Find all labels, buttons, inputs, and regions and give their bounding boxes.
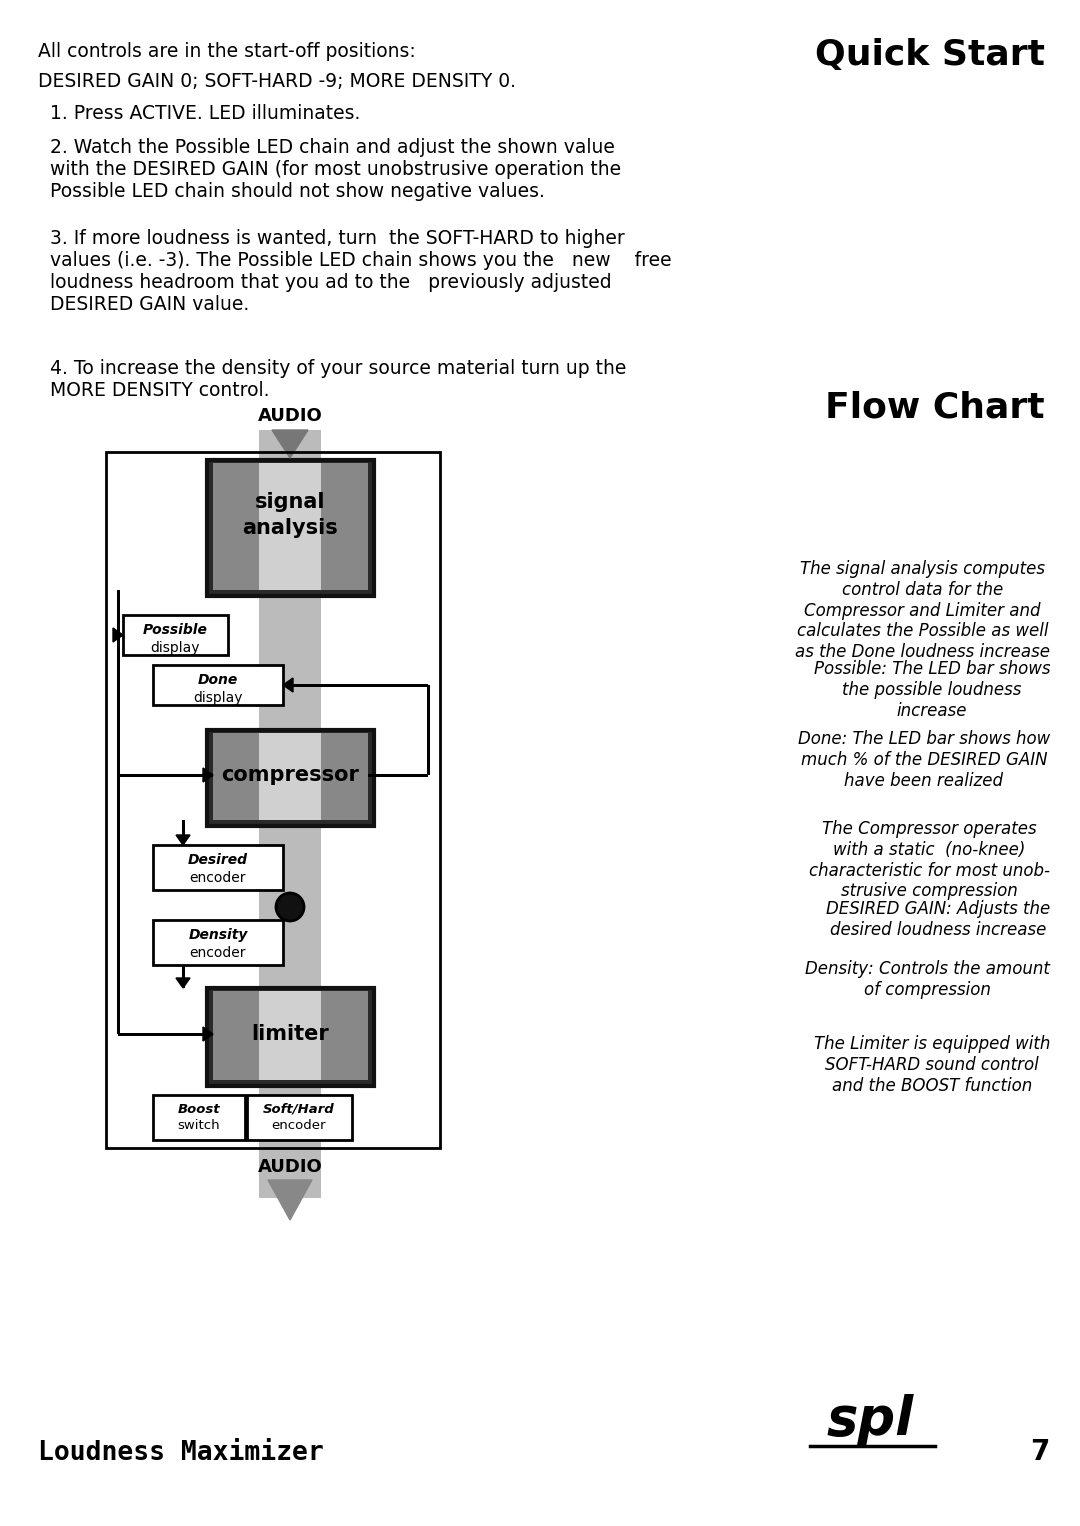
Bar <box>259 990 321 1080</box>
Polygon shape <box>283 678 293 691</box>
Text: Density: Controls the amount
of compression: Density: Controls the amount of compress… <box>805 960 1050 1000</box>
Text: AUDIO: AUDIO <box>258 1158 322 1177</box>
Bar <box>213 732 368 819</box>
Bar <box>153 845 283 890</box>
Bar <box>207 459 374 597</box>
Text: Desired: Desired <box>188 853 248 867</box>
Bar <box>153 920 283 964</box>
Text: encoder: encoder <box>190 871 246 885</box>
Text: limiter: limiter <box>252 1024 329 1044</box>
Circle shape <box>276 893 303 922</box>
Bar <box>118 774 213 777</box>
Polygon shape <box>176 835 190 845</box>
Bar <box>283 684 428 687</box>
Polygon shape <box>268 1180 312 1219</box>
Text: display: display <box>193 691 243 705</box>
Bar <box>207 987 374 1087</box>
Text: 1. Press ACTIVE. LED illuminates.: 1. Press ACTIVE. LED illuminates. <box>50 104 361 124</box>
Text: The Compressor operates
with a static  (no-knee)
characteristic for most unob-
s: The Compressor operates with a static (n… <box>809 819 1050 900</box>
Text: All controls are in the start-off positions:: All controls are in the start-off positi… <box>38 43 416 61</box>
Text: encoder: encoder <box>272 1119 326 1132</box>
Text: AUDIO: AUDIO <box>258 407 322 426</box>
Polygon shape <box>203 1027 213 1041</box>
Text: DESIRED GAIN 0; SOFT-HARD -9; MORE DENSITY 0.: DESIRED GAIN 0; SOFT-HARD -9; MORE DENSI… <box>38 72 516 92</box>
Text: 3. If more loudness is wanted, turn  the SOFT-HARD to higher
values (i.e. -3). T: 3. If more loudness is wanted, turn the … <box>50 229 672 314</box>
Text: Soft/Hard: Soft/Hard <box>264 1103 335 1116</box>
Text: Done: The LED bar shows how
much % of the DESIRED GAIN
have been realized: Done: The LED bar shows how much % of th… <box>798 729 1050 789</box>
Text: Possible: The LED bar shows
the possible loudness
increase: Possible: The LED bar shows the possible… <box>813 661 1050 720</box>
Text: display: display <box>150 641 200 655</box>
Text: signal
analysis: signal analysis <box>242 491 338 539</box>
Bar <box>259 732 321 819</box>
Bar <box>213 990 368 1080</box>
Bar <box>259 462 321 591</box>
Bar <box>207 729 374 826</box>
Text: 7: 7 <box>1030 1437 1050 1466</box>
Text: Quick Start: Quick Start <box>815 38 1045 72</box>
Text: switch: switch <box>178 1119 220 1132</box>
Bar <box>153 665 283 705</box>
Bar <box>118 1033 213 1036</box>
Polygon shape <box>176 978 190 987</box>
Bar <box>259 430 321 1198</box>
Bar <box>118 633 123 636</box>
Text: Density: Density <box>188 928 247 942</box>
Text: Flow Chart: Flow Chart <box>825 391 1045 424</box>
Text: DESIRED GAIN: Adjusts the
desired loudness increase: DESIRED GAIN: Adjusts the desired loudne… <box>826 900 1050 938</box>
Text: encoder: encoder <box>190 946 246 960</box>
Polygon shape <box>113 629 123 642</box>
Text: Boost: Boost <box>178 1103 220 1116</box>
Text: 2. Watch the Possible LED chain and adjust the shown value
with the DESIRED GAIN: 2. Watch the Possible LED chain and adju… <box>50 137 621 201</box>
Bar <box>153 1096 245 1140</box>
Text: spl: spl <box>826 1393 914 1447</box>
Bar <box>247 1096 352 1140</box>
Text: The Limiter is equipped with
SOFT-HARD sound control
and the BOOST function: The Limiter is equipped with SOFT-HARD s… <box>813 1035 1050 1094</box>
Bar <box>117 591 120 1035</box>
Text: The signal analysis computes
control data for the
Compressor and Limiter and
cal: The signal analysis computes control dat… <box>795 560 1050 661</box>
Text: compressor: compressor <box>221 765 359 784</box>
Bar <box>183 964 185 987</box>
Bar <box>123 615 228 655</box>
Text: Loudness Maximizer: Loudness Maximizer <box>38 1441 324 1466</box>
Bar <box>106 452 440 1148</box>
Bar <box>368 774 428 777</box>
Bar <box>213 462 368 591</box>
Polygon shape <box>203 768 213 781</box>
Text: 4. To increase the density of your source material turn up the
MORE DENSITY cont: 4. To increase the density of your sourc… <box>50 359 626 400</box>
Bar <box>427 685 430 775</box>
Polygon shape <box>272 430 308 458</box>
Text: Done: Done <box>198 673 238 687</box>
Bar <box>183 819 185 845</box>
Text: Possible: Possible <box>143 623 207 636</box>
